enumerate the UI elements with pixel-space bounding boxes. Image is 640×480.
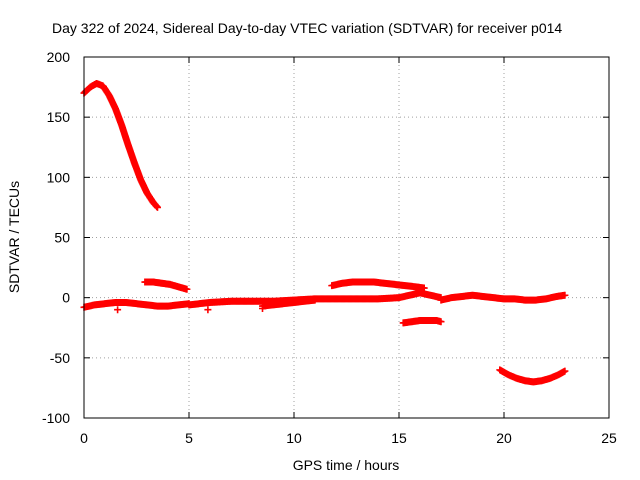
data-points (80, 79, 569, 386)
data-point (561, 367, 569, 375)
y-tick-label: 200 (47, 49, 71, 65)
data-point (561, 291, 569, 299)
data-point (259, 304, 266, 312)
series-arc-7 (399, 317, 445, 327)
grid (84, 57, 609, 418)
data-point (437, 318, 445, 326)
series-outliers (114, 304, 266, 314)
x-tick-label: 5 (185, 430, 193, 446)
x-tick-label: 25 (601, 430, 617, 446)
series-arc-5 (259, 296, 319, 310)
x-axis-label: GPS time / hours (293, 457, 400, 473)
series-arc-6 (328, 278, 428, 292)
y-tick-label: 0 (62, 290, 70, 306)
series-arc-8 (437, 291, 569, 304)
plot-frame (83, 56, 610, 419)
data-point (420, 284, 428, 292)
data-point (154, 203, 161, 211)
series-arc-2 (80, 298, 193, 311)
y-tick-label: 150 (47, 109, 71, 125)
data-point (204, 306, 212, 314)
y-axis-label: SDTVAR / TECUs (6, 181, 22, 293)
data-point (311, 296, 319, 304)
series-arc-1 (80, 79, 161, 211)
data-point (114, 306, 122, 314)
data-point (183, 285, 191, 293)
x-tick-label: 20 (496, 430, 512, 446)
x-tick-label: 15 (391, 430, 407, 446)
series-arc-3 (141, 278, 191, 293)
y-tick-label: 50 (54, 230, 70, 246)
x-tick-label: 0 (80, 430, 88, 446)
series-arc-9 (496, 366, 569, 386)
x-tick-label: 10 (286, 430, 302, 446)
y-tick-label: -100 (42, 410, 70, 426)
y-tick-label: -50 (50, 350, 70, 366)
axis-ticks: 0 5 10 15 20 25 -100 -50 0 50 100 150 200 (42, 49, 617, 446)
chart-title: Day 322 of 2024, Sidereal Day-to-day VTE… (52, 20, 562, 36)
y-tick-label: 100 (47, 169, 71, 185)
